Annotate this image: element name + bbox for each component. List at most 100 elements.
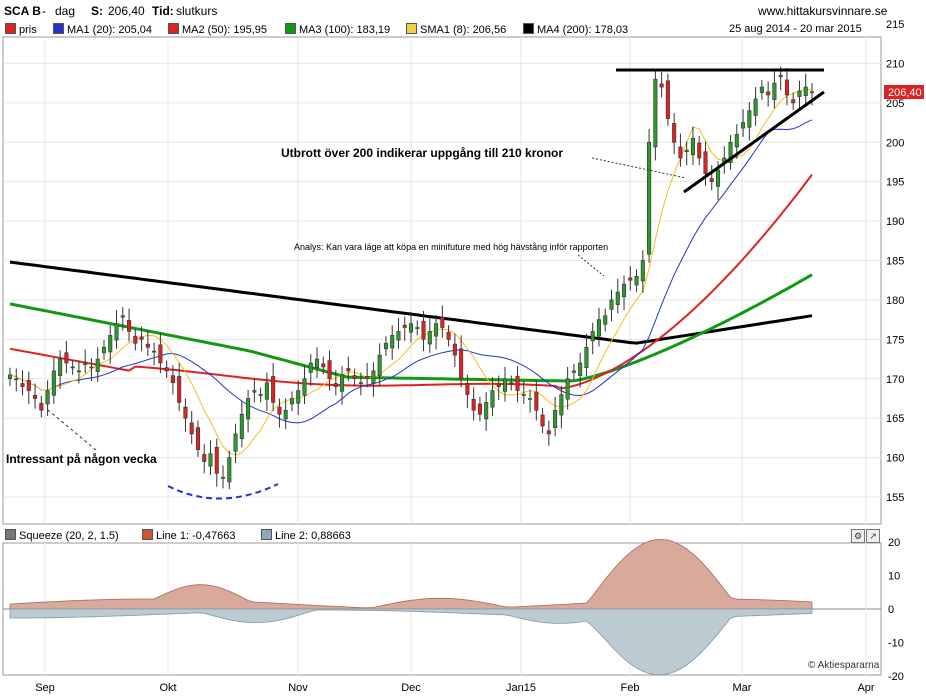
candle-body: [647, 141, 652, 255]
candle-body: [709, 178, 714, 182]
time-value: slutkurs: [176, 4, 218, 18]
candle-body: [45, 390, 50, 405]
candle-body: [791, 99, 796, 104]
candle-body: [365, 376, 370, 380]
candle-body: [759, 86, 764, 93]
candle-body: [396, 331, 401, 341]
legend-swatch: [285, 23, 296, 34]
candle-body: [690, 138, 695, 156]
price-tick-label: 175: [886, 334, 904, 346]
analysis-pointer: [577, 254, 605, 277]
candle-body: [628, 277, 633, 281]
legend-item-line1: Line 1: -0,47663: [142, 529, 236, 542]
candle-body: [659, 83, 664, 88]
time-tick-label: Sep: [35, 682, 55, 694]
candle-body: [434, 323, 439, 337]
legend-label: MA4 (200): 178,03: [537, 24, 629, 36]
candle-body: [390, 335, 395, 349]
candle-body: [189, 422, 194, 435]
indicator-tick-label: 0: [888, 604, 894, 616]
candle-body: [289, 398, 294, 405]
squeeze-line1-area: [9, 538, 813, 610]
candle-body: [221, 476, 226, 479]
candle-body: [39, 402, 44, 411]
indicator-tick-label: 10: [888, 571, 900, 583]
candle-body: [333, 383, 338, 387]
candle-body: [227, 457, 232, 483]
candle-body: [314, 358, 320, 369]
legend-label: Line 1: -0,47663: [156, 530, 236, 542]
candle-body: [127, 320, 132, 332]
candle-body: [653, 78, 658, 148]
expand-icon[interactable]: ↗: [866, 529, 880, 543]
bottom-arc: [167, 483, 279, 500]
candle-body: [258, 394, 263, 396]
candle-body: [20, 383, 25, 387]
time-tick-label: Apr: [857, 682, 874, 694]
candle-body: [33, 395, 38, 399]
candle-body: [546, 430, 551, 435]
candle-body: [634, 275, 639, 286]
candle-body: [158, 344, 163, 364]
candle-body: [421, 320, 426, 340]
candle-body: [672, 123, 677, 143]
legend-swatch: [168, 23, 179, 34]
candle-body: [145, 343, 150, 348]
candle-body: [484, 402, 489, 420]
candle-body: [208, 453, 213, 467]
legend-item-ma4: MA4 (200): 178,03: [523, 23, 628, 36]
candle-body: [515, 376, 520, 391]
candle-body: [728, 141, 733, 164]
legend-label: pris: [19, 24, 37, 36]
price-tick-label: 190: [886, 216, 904, 228]
candle-body: [565, 378, 570, 400]
squeeze-line2-area: [9, 608, 813, 676]
candle-body: [534, 391, 539, 411]
candle-body: [540, 414, 545, 427]
settings-icon[interactable]: ⚙: [851, 529, 865, 543]
candle-body: [308, 362, 313, 373]
candle-body: [703, 151, 708, 175]
legend-swatch: [5, 529, 16, 540]
candle-body: [264, 382, 269, 400]
candle-body: [603, 315, 608, 325]
support-trend-line: [683, 90, 825, 194]
candle-body: [252, 390, 257, 393]
candle-body: [596, 319, 601, 337]
sma8-line: [9, 88, 813, 456]
legend-swatch: [523, 23, 534, 34]
breakout-pointer: [591, 157, 687, 179]
indicator-legend: Squeeze (20, 2, 1.5) Line 1: -0,47663 Li…: [3, 527, 881, 543]
candle-body: [452, 343, 457, 356]
time-tick-label: Dec: [401, 682, 421, 694]
candle-body: [377, 354, 382, 376]
date-range: 25 aug 2014 - 20 mar 2015: [729, 23, 862, 35]
candle-body: [296, 390, 301, 404]
candle-body: [183, 406, 188, 419]
candle-body: [14, 378, 19, 381]
price-tick-label: 215: [886, 19, 904, 31]
candle-body: [101, 346, 107, 354]
candle-body: [51, 370, 56, 396]
candle-body: [615, 291, 620, 305]
candle-body: [521, 394, 526, 396]
legend-swatch: [53, 23, 64, 34]
ma20-line: [9, 119, 813, 424]
price-tick-label: 195: [886, 177, 904, 189]
candle-body: [402, 324, 407, 328]
candle-body: [346, 368, 351, 372]
breakout-annotation: Utbrott över 200 indikerar uppgång till …: [281, 146, 563, 160]
price-tick-label: 200: [886, 137, 904, 149]
site-link[interactable]: www.hittakursvinnare.se: [758, 4, 888, 18]
time-label: Tid:: [152, 4, 174, 18]
candle-body: [70, 366, 75, 369]
legend-label: MA1 (20): 205,04: [67, 24, 152, 36]
price-tick-label: 185: [886, 256, 904, 268]
squeeze-histogram: [9, 538, 813, 676]
candle-body: [553, 409, 558, 428]
price-tick-label: 165: [886, 413, 904, 425]
symbol: SCA B: [4, 4, 41, 18]
price-panel-frame: [2, 36, 882, 525]
